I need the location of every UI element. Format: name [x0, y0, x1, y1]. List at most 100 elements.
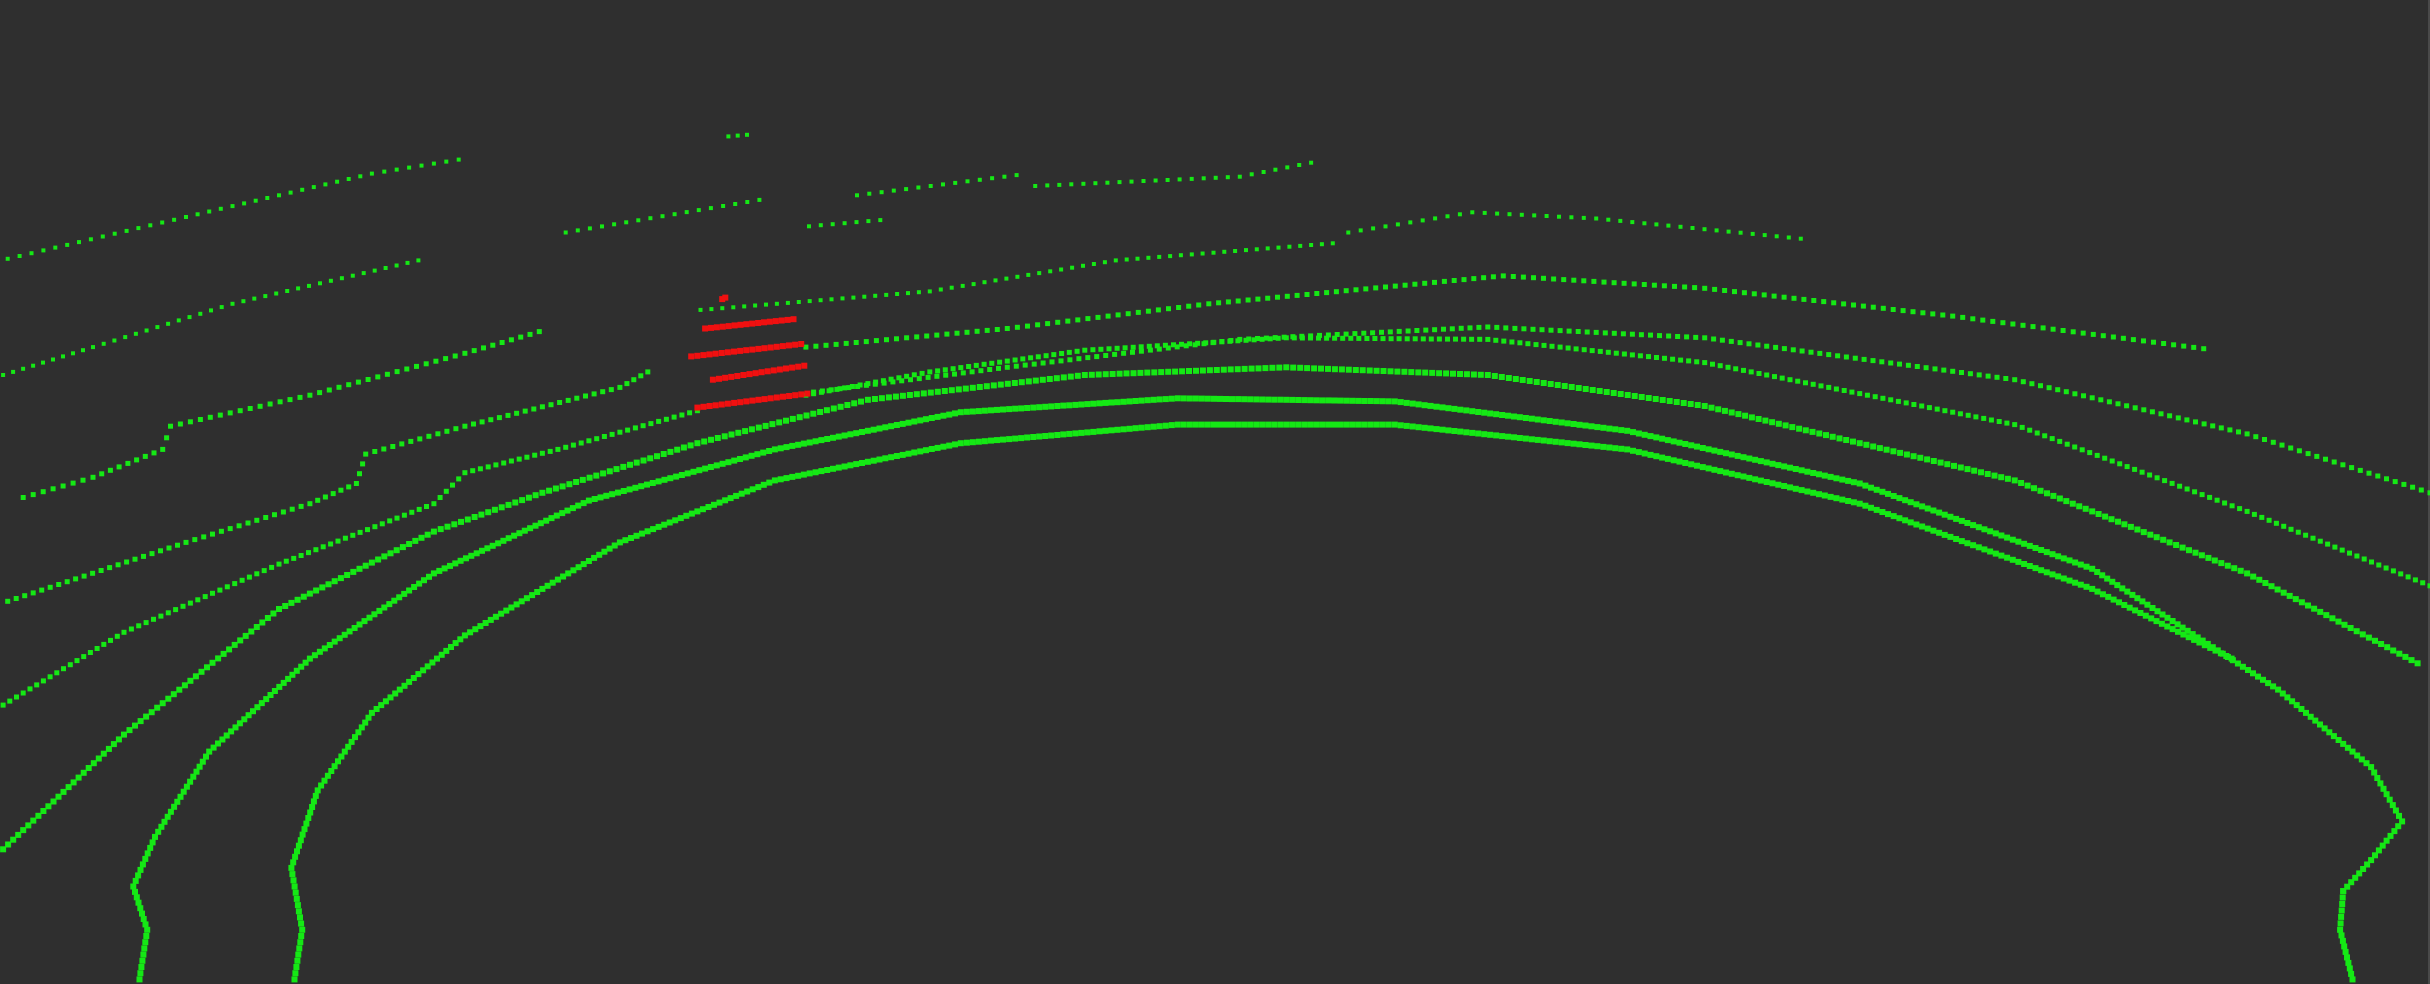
ground-point	[1594, 424, 1601, 431]
ground-point	[387, 694, 394, 701]
ground-point	[39, 587, 45, 593]
ground-point	[394, 369, 400, 375]
ground-point	[210, 531, 215, 537]
ground-point	[1318, 365, 1324, 372]
ground-point	[2174, 621, 2181, 628]
ground-point	[1132, 425, 1139, 432]
ground-point	[2214, 497, 2220, 503]
ground-point	[2171, 342, 2177, 348]
ground-point	[1485, 336, 1491, 342]
ground-point	[1810, 470, 1817, 476]
ground-point	[744, 488, 751, 495]
ground-point	[1930, 311, 1936, 317]
ground-point	[2015, 538, 2022, 545]
ground-point	[362, 562, 369, 569]
ground-point	[170, 691, 177, 698]
ground-point	[219, 305, 224, 310]
ground-point	[616, 539, 623, 546]
ground-point	[346, 484, 352, 490]
ground-point	[408, 438, 414, 444]
ground-point	[462, 423, 468, 429]
ground-point	[1340, 335, 1346, 341]
ground-point	[2083, 563, 2090, 570]
ground-point	[1216, 300, 1222, 306]
ground-point	[603, 492, 610, 499]
ground-point	[40, 678, 46, 684]
ground-point	[1883, 446, 1890, 453]
ground-point	[1907, 499, 1914, 506]
ground-point	[1661, 283, 1667, 289]
obstacle-point	[716, 375, 722, 382]
ground-point	[709, 307, 714, 312]
ground-point	[1477, 371, 1484, 378]
ground-point	[2185, 634, 2192, 641]
ground-point	[2292, 596, 2299, 603]
ground-point	[1717, 448, 1724, 455]
ground-point	[132, 877, 139, 884]
ground-point	[2237, 567, 2244, 574]
ground-point	[1349, 397, 1356, 404]
ground-point	[1746, 474, 1753, 481]
ground-point	[748, 452, 755, 459]
ground-point	[1162, 342, 1168, 348]
ground-point	[1422, 369, 1429, 376]
ground-point	[2095, 511, 2102, 517]
ground-point	[1940, 312, 1946, 318]
ground-point	[2295, 529, 2301, 535]
ground-point	[830, 222, 835, 227]
ground-point	[742, 304, 747, 309]
ground-point	[864, 396, 871, 403]
ground-point	[678, 472, 685, 478]
ground-point	[2391, 828, 2398, 835]
ground-point	[667, 448, 674, 455]
ground-point	[714, 435, 721, 441]
ground-point	[796, 414, 803, 421]
ground-point	[40, 489, 46, 495]
ground-point	[800, 471, 807, 478]
ground-point	[851, 400, 858, 407]
ground-point	[2116, 599, 2122, 606]
ground-point	[399, 441, 405, 447]
ground-point	[524, 454, 530, 460]
ground-point	[1702, 335, 1708, 341]
ground-point	[1782, 422, 1789, 429]
ground-point	[1432, 327, 1438, 333]
ground-point	[197, 417, 203, 422]
ground-point	[2106, 399, 2112, 405]
ground-point	[29, 251, 34, 256]
ground-point	[916, 290, 921, 295]
ground-point	[975, 408, 982, 415]
ground-point	[1876, 445, 1883, 452]
ground-point	[17, 254, 22, 258]
ground-point	[1540, 380, 1547, 386]
ground-point	[842, 221, 847, 226]
ground-point	[236, 523, 242, 529]
ground-point	[934, 332, 940, 338]
ground-point	[105, 745, 112, 752]
ground-point	[1651, 282, 1657, 288]
ground-point	[830, 405, 837, 412]
ground-point	[443, 488, 449, 494]
ground-point	[1970, 522, 1977, 529]
ground-point	[1540, 417, 1547, 424]
ground-point	[411, 584, 418, 590]
ground-point	[1138, 424, 1145, 431]
ground-point	[378, 702, 385, 709]
ground-point	[2083, 583, 2090, 590]
ground-point	[361, 618, 368, 625]
ground-point	[1843, 437, 1850, 443]
ground-point	[318, 782, 325, 789]
ground-point	[1845, 477, 1852, 484]
ground-point	[516, 530, 523, 537]
ground-point	[1235, 298, 1241, 304]
ground-point	[539, 450, 545, 456]
ground-point	[1641, 431, 1648, 438]
ground-point	[2365, 634, 2372, 641]
ground-point	[1737, 340, 1743, 346]
ground-point	[1829, 433, 1836, 440]
ground-point	[1285, 165, 1290, 170]
ground-point	[164, 435, 170, 441]
ground-point	[1156, 423, 1163, 430]
ground-point	[570, 567, 577, 574]
